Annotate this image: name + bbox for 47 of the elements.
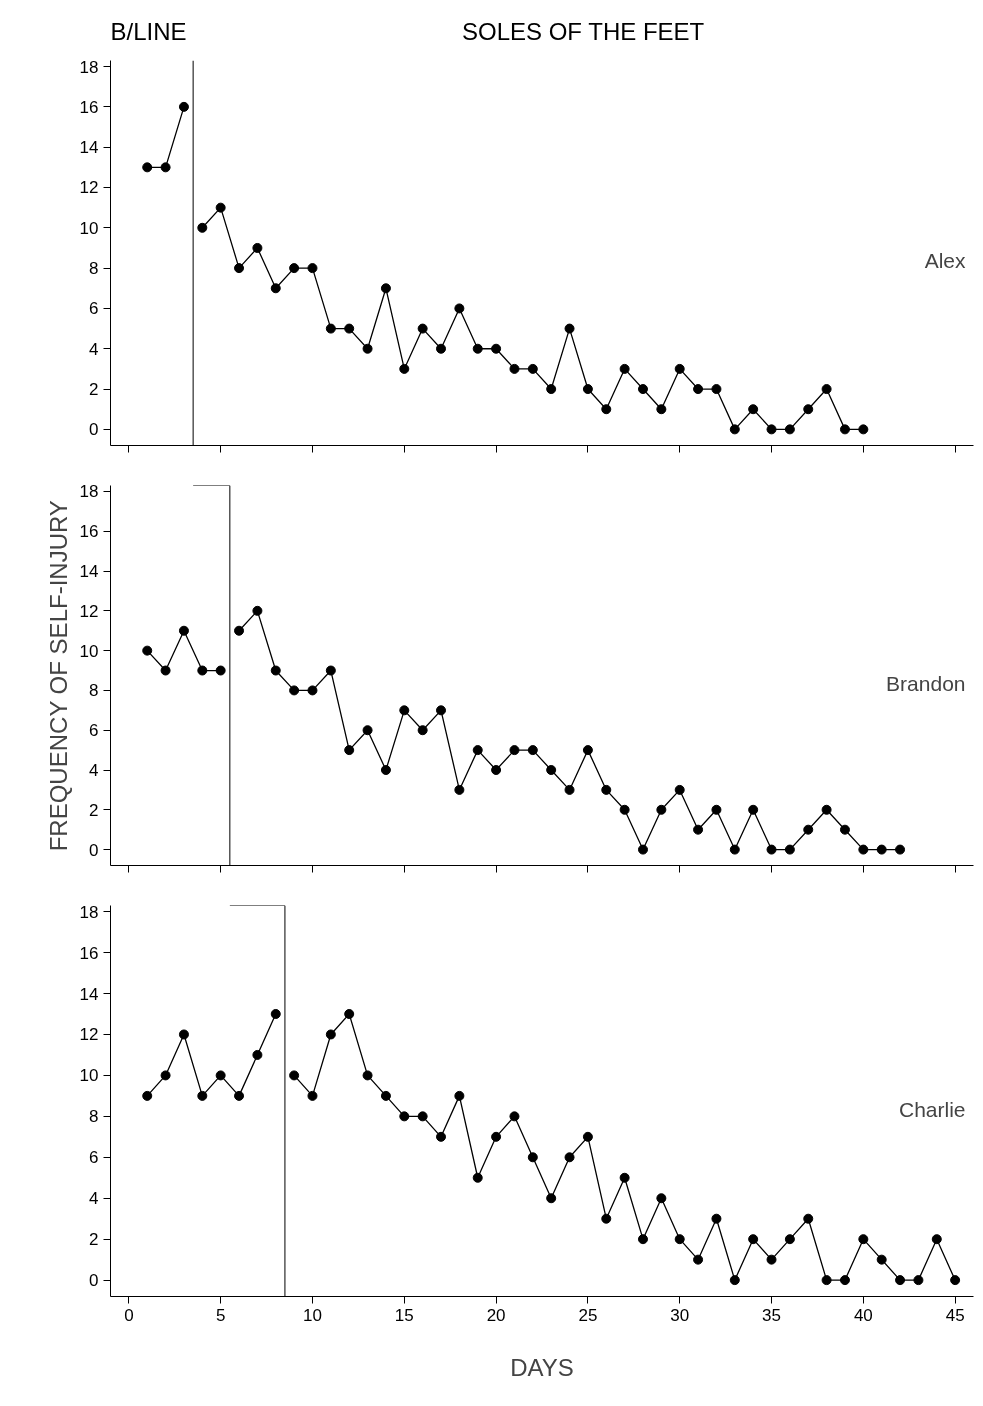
y-tick-label: 18 xyxy=(79,482,99,502)
y-tick-label: 14 xyxy=(79,138,99,158)
y-tick-label: 14 xyxy=(79,984,99,1004)
y-tick-label: 16 xyxy=(79,943,99,963)
y-tick-label: 12 xyxy=(79,1025,99,1045)
y-tick-label: 4 xyxy=(89,339,99,359)
annotation: Alex xyxy=(924,249,966,273)
y-tick-label: 0 xyxy=(89,1271,99,1291)
annotation: Brandon xyxy=(886,671,966,695)
y-tick-label: 2 xyxy=(89,380,99,400)
x-tick-label: 35 xyxy=(762,1305,781,1325)
y-tick-label: 4 xyxy=(89,1189,99,1209)
y-axis-title: FREQUENCY OF SELF-INJURY xyxy=(44,500,72,852)
y-tick-label: 14 xyxy=(79,562,99,582)
x-tick-label: 5 xyxy=(215,1305,226,1325)
x-tick-label: 40 xyxy=(853,1305,873,1325)
y-tick-label: 2 xyxy=(89,1230,99,1250)
y-tick-label: 8 xyxy=(89,1107,99,1127)
y-tick-label: 10 xyxy=(79,218,99,238)
y-tick-label: 0 xyxy=(89,420,99,440)
y-tick-label: 4 xyxy=(89,761,99,780)
x-tick-label: 20 xyxy=(486,1305,506,1325)
y-tick-label: 8 xyxy=(89,259,99,279)
y-tick-label: 10 xyxy=(79,1066,99,1086)
y-tick-label: 8 xyxy=(89,681,99,701)
y-tick-label: 12 xyxy=(79,178,99,198)
x-tick-label: 0 xyxy=(124,1305,134,1325)
x-tick-label: 25 xyxy=(578,1305,598,1325)
y-tick-label: 6 xyxy=(89,721,99,741)
y-tick-label: 16 xyxy=(79,97,99,117)
y-tick-label: 10 xyxy=(79,641,99,661)
text: B/LINE xyxy=(110,17,187,45)
y-tick-label: 6 xyxy=(89,1148,99,1168)
x-axis-title: DAYS xyxy=(510,1353,574,1381)
x-tick-label: 10 xyxy=(303,1305,322,1325)
y-tick-label: 6 xyxy=(89,299,99,319)
x-tick-label: 30 xyxy=(670,1305,690,1325)
y-tick-label: 18 xyxy=(79,902,99,922)
y-tick-label: 12 xyxy=(79,601,99,621)
y-tick-label: 0 xyxy=(89,840,99,860)
text: SOLES OF THE FEET xyxy=(461,17,705,45)
annotation: Charlie xyxy=(898,1097,966,1121)
y-tick-label: 2 xyxy=(89,800,99,820)
y-tick-label: 18 xyxy=(79,57,99,77)
y-tick-label: 16 xyxy=(79,522,99,542)
x-tick-label: 15 xyxy=(394,1305,414,1325)
x-tick-label: 45 xyxy=(945,1305,965,1325)
